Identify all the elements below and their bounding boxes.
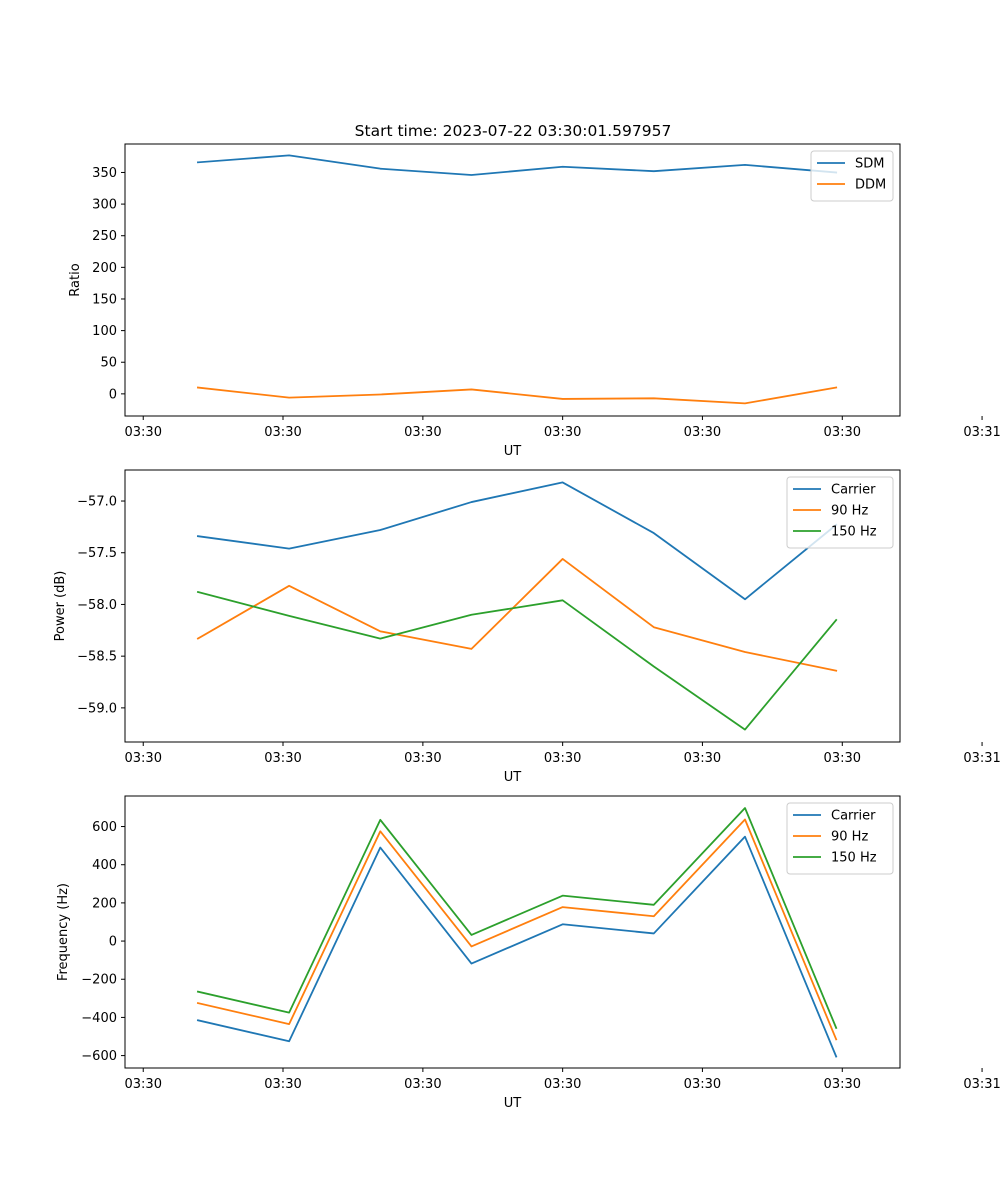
subplot-2: 03:30 03:30 03:30 03:30 03:30 03:30 03:31 −59.0… [53, 469, 1000, 785]
axes-frame [124, 143, 901, 417]
y-tick-label: 0 [109, 935, 117, 950]
y-tick-label: −57.0 [77, 495, 117, 510]
y-tick-label: 350 [92, 166, 117, 181]
x-tick-label: 03:31 [963, 1077, 1000, 1092]
legend-label: SDM [855, 157, 884, 172]
y-tick-label: 400 [92, 858, 117, 873]
figure-title: Start time: 2023-07-22 03:30:01.597957 [355, 122, 672, 140]
series-line-carrier [196, 835, 838, 1058]
y-tick-label: 200 [92, 261, 117, 276]
y-tick-label: −58.0 [77, 598, 117, 613]
y-axis-label: Frequency (Hz) [56, 883, 71, 981]
x-axis-label: UT [504, 770, 522, 785]
x-tick-label: 03:30 [544, 425, 581, 440]
x-tick-label: 03:30 [824, 751, 861, 766]
y-tick-label: −58.5 [77, 650, 117, 665]
series-line-90-hz [196, 818, 838, 1041]
y-tick-label: 0 [109, 387, 117, 402]
legend-label: 150 Hz [831, 525, 877, 540]
series-line-carrier [196, 481, 838, 601]
legend-label: 90 Hz [831, 504, 868, 519]
subplots: 03:30 03:30 03:30 03:30 03:30 03:30 03:31 0 50 10… [53, 143, 1000, 1111]
y-axis-label: Ratio [68, 263, 83, 296]
x-tick-label: 03:30 [264, 751, 301, 766]
x-tick-label: 03:31 [963, 425, 1000, 440]
x-tick-label: 03:30 [264, 1077, 301, 1092]
x-tick-label: 03:30 [684, 751, 721, 766]
series-line-ddm [196, 386, 838, 405]
x-tick-label: 03:30 [544, 1077, 581, 1092]
x-tick-label: 03:30 [684, 425, 721, 440]
legend-label: 150 Hz [831, 851, 877, 866]
x-tick-label: 03:30 [404, 425, 441, 440]
x-tick-label: 03:31 [963, 751, 1000, 766]
y-tick-label: −600 [81, 1049, 117, 1064]
y-tick-label: 150 [92, 292, 117, 307]
axes-frame [124, 795, 901, 1069]
y-tick-label: −57.5 [77, 546, 117, 561]
legend-label: Carrier [831, 809, 876, 824]
x-tick-label: 03:30 [824, 1077, 861, 1092]
x-tick-label: 03:30 [264, 425, 301, 440]
series-line-150-hz [196, 807, 838, 1030]
legend-label: 90 Hz [831, 830, 868, 845]
series-line-150-hz [196, 590, 838, 731]
legend: SDM DDM [810, 150, 894, 202]
axes-frame [124, 469, 901, 743]
subplot-1: 03:30 03:30 03:30 03:30 03:30 03:30 03:31 0 50 10… [68, 143, 1000, 459]
x-tick-label: 03:30 [125, 1077, 162, 1092]
y-tick-label: −200 [81, 973, 117, 988]
x-tick-label: 03:30 [824, 425, 861, 440]
legend-label: Carrier [831, 483, 876, 498]
x-tick-label: 03:30 [125, 751, 162, 766]
legend-label: DDM [855, 178, 886, 193]
x-tick-label: 03:30 [125, 425, 162, 440]
x-tick-label: 03:30 [404, 751, 441, 766]
y-tick-label: 300 [92, 198, 117, 213]
x-tick-label: 03:30 [684, 1077, 721, 1092]
legend: Carrier 90 Hz 150 Hz [786, 476, 894, 549]
x-tick-label: 03:30 [544, 751, 581, 766]
x-tick-label: 03:30 [404, 1077, 441, 1092]
y-tick-label: 100 [92, 324, 117, 339]
y-tick-label: 200 [92, 896, 117, 911]
series-line-sdm [196, 154, 838, 176]
legend: Carrier 90 Hz 150 Hz [786, 802, 894, 875]
subplot-3: 03:30 03:30 03:30 03:30 03:30 03:30 03:31 −600 −… [56, 795, 1000, 1111]
y-tick-label: −400 [81, 1011, 117, 1026]
x-axis-label: UT [504, 444, 522, 459]
y-tick-label: 50 [100, 356, 117, 371]
series-line-90-hz [196, 558, 838, 672]
y-tick-label: 600 [92, 820, 117, 835]
y-tick-label: −59.0 [77, 701, 117, 716]
x-axis-label: UT [504, 1096, 522, 1111]
y-axis-label: Power (dB) [53, 571, 68, 642]
y-tick-label: 250 [92, 229, 117, 244]
